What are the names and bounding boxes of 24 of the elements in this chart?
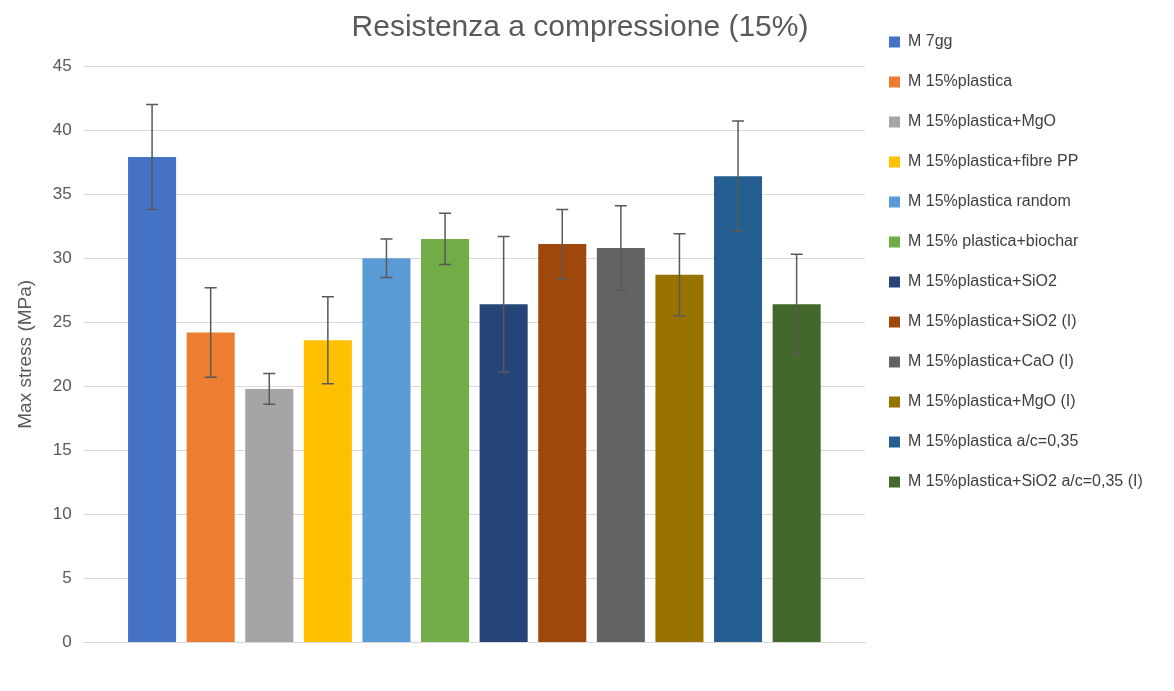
y-tick-label: 5	[62, 568, 72, 588]
legend-label: M 15%plastica	[908, 72, 1013, 90]
legend-label: M 7gg	[908, 32, 953, 50]
legend-label: M 15% plastica+biochar	[908, 232, 1079, 250]
y-tick-label: 15	[52, 440, 72, 460]
legend-label: M 15%plastica+CaO (I)	[908, 352, 1074, 370]
legend-label: M 15%plastica+SiO2 (I)	[908, 312, 1077, 330]
legend-label: M 15%plastica random	[908, 192, 1071, 210]
y-tick-label: 30	[52, 247, 72, 267]
legend-label: M 15%plastica+MgO	[908, 112, 1057, 130]
chart-title: Resistenza a compressione (15%)	[351, 9, 809, 43]
legend-label: M 15%plastica a/c=0,35	[908, 432, 1079, 450]
y-tick-label: 25	[52, 311, 72, 331]
legend-label: M 15%plastica+SiO2	[908, 272, 1058, 290]
y-tick-label: 35	[52, 183, 72, 203]
y-tick-label: 10	[52, 504, 72, 524]
y-tick-label: 0	[62, 632, 72, 652]
y-tick-label: 45	[52, 55, 72, 75]
y-tick-label: 40	[52, 119, 72, 139]
legend-label: M 15%plastica+MgO (I)	[908, 392, 1076, 410]
legend-label: M 15%plastica+fibre PP	[908, 152, 1079, 170]
y-tick-label: 20	[52, 376, 72, 396]
y-axis-title: Max stress (MPa)	[13, 279, 35, 429]
legend-label: M 15%plastica+SiO2 a/c=0,35 (I)	[908, 472, 1143, 490]
